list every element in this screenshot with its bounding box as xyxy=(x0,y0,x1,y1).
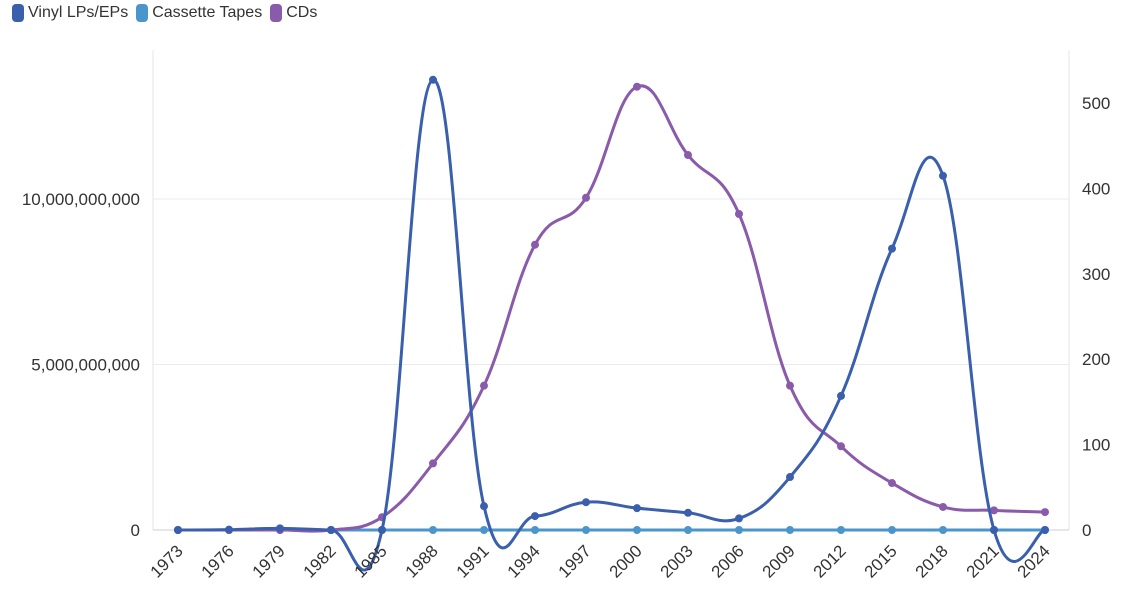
data-point-cds[interactable] xyxy=(939,502,947,511)
x-tick-label: 2024 xyxy=(1014,541,1054,581)
data-point-cassette-tapes[interactable] xyxy=(633,526,641,534)
data-point-cds[interactable] xyxy=(990,506,998,515)
data-point-cassette-tapes[interactable] xyxy=(531,526,539,534)
data-point-cds[interactable] xyxy=(480,381,488,390)
x-tick-label: 1973 xyxy=(147,541,187,581)
legend-item-cassette[interactable]: Cassette Tapes xyxy=(136,4,262,22)
y-right-tick-label: 500 xyxy=(1082,94,1110,113)
x-tick-label: 1991 xyxy=(453,541,493,581)
y-left-tick-label: 0 xyxy=(131,521,140,540)
x-tick-label: 1976 xyxy=(198,541,238,581)
data-point-vinyl-lps-eps[interactable] xyxy=(327,526,335,534)
data-point-vinyl-lps-eps[interactable] xyxy=(786,473,794,482)
legend-label-vinyl: Vinyl LPs/EPs xyxy=(28,4,129,21)
legend-label-cassette: Cassette Tapes xyxy=(152,4,263,21)
legend-label-cds: CDs xyxy=(286,4,318,21)
data-point-cassette-tapes[interactable] xyxy=(480,526,488,534)
x-tick-label: 2000 xyxy=(606,541,646,581)
chart-legend: Vinyl LPs/EPs Cassette Tapes CDs xyxy=(12,4,317,22)
y-right-tick-label: 100 xyxy=(1082,436,1110,455)
data-point-cassette-tapes[interactable] xyxy=(837,526,845,534)
data-point-vinyl-lps-eps[interactable] xyxy=(939,171,947,180)
x-tick-label: 2021 xyxy=(963,541,1003,581)
x-tick-label: 1997 xyxy=(555,541,595,581)
data-point-vinyl-lps-eps[interactable] xyxy=(888,244,896,253)
x-tick-label: 1988 xyxy=(402,541,442,581)
x-tick-label: 1982 xyxy=(300,541,340,581)
data-point-cds[interactable] xyxy=(786,381,794,390)
data-point-vinyl-lps-eps[interactable] xyxy=(480,502,488,511)
data-point-cds[interactable] xyxy=(1041,508,1049,517)
data-point-cassette-tapes[interactable] xyxy=(735,526,743,534)
series-layer xyxy=(174,75,1049,572)
data-point-cds[interactable] xyxy=(429,459,437,468)
data-point-vinyl-lps-eps[interactable] xyxy=(837,391,845,400)
x-tick-label: 1985 xyxy=(351,541,391,581)
x-tick-label: 2015 xyxy=(861,541,901,581)
data-point-cds[interactable] xyxy=(735,209,743,218)
legend-swatch-cassette xyxy=(136,4,149,22)
data-point-vinyl-lps-eps[interactable] xyxy=(429,75,437,84)
y-left-tick-label: 5,000,000,000 xyxy=(31,355,140,374)
data-point-vinyl-lps-eps[interactable] xyxy=(225,525,233,534)
x-tick-label: 1979 xyxy=(249,541,289,581)
data-point-cassette-tapes[interactable] xyxy=(939,526,947,534)
data-point-cds[interactable] xyxy=(684,151,692,160)
data-point-cassette-tapes[interactable] xyxy=(429,526,437,534)
legend-swatch-cds xyxy=(270,4,283,22)
y-right-tick-label: 0 xyxy=(1082,521,1091,540)
gridlines xyxy=(153,198,1069,365)
x-tick-label: 1994 xyxy=(504,541,544,581)
series-line-cds xyxy=(177,84,1046,533)
data-point-cassette-tapes[interactable] xyxy=(888,526,896,534)
x-tick-label: 2009 xyxy=(759,541,799,581)
data-point-cds[interactable] xyxy=(582,193,590,202)
x-tick-label: 2018 xyxy=(912,541,952,581)
x-tick-label: 2012 xyxy=(810,541,850,581)
data-point-vinyl-lps-eps[interactable] xyxy=(378,526,386,534)
data-point-cds[interactable] xyxy=(837,442,845,451)
data-point-cds[interactable] xyxy=(531,240,539,249)
data-point-vinyl-lps-eps[interactable] xyxy=(174,526,182,534)
data-point-cassette-tapes[interactable] xyxy=(786,526,794,534)
data-point-cassette-tapes[interactable] xyxy=(582,526,590,534)
data-point-vinyl-lps-eps[interactable] xyxy=(990,526,998,534)
y-right-tick-label: 400 xyxy=(1082,179,1110,198)
legend-item-vinyl[interactable]: Vinyl LPs/EPs xyxy=(12,4,128,22)
data-point-vinyl-lps-eps[interactable] xyxy=(684,508,692,517)
data-point-cds[interactable] xyxy=(633,82,641,91)
x-tick-label: 2006 xyxy=(708,541,748,581)
y-right-tick-label: 300 xyxy=(1082,265,1110,284)
data-point-vinyl-lps-eps[interactable] xyxy=(582,498,590,507)
y-right-tick-label: 200 xyxy=(1082,350,1110,369)
data-point-cassette-tapes[interactable] xyxy=(684,526,692,534)
data-point-cds[interactable] xyxy=(888,479,896,488)
axes xyxy=(152,50,1070,531)
legend-item-cds[interactable]: CDs xyxy=(270,4,317,22)
y-left-tick-label: 10,000,000,000 xyxy=(22,190,140,209)
x-tick-label: 2003 xyxy=(657,541,697,581)
data-point-vinyl-lps-eps[interactable] xyxy=(276,524,284,533)
data-point-vinyl-lps-eps[interactable] xyxy=(1041,526,1049,534)
legend-swatch-vinyl xyxy=(12,4,24,22)
data-point-vinyl-lps-eps[interactable] xyxy=(633,504,641,513)
data-point-vinyl-lps-eps[interactable] xyxy=(531,512,539,521)
data-point-vinyl-lps-eps[interactable] xyxy=(735,514,743,523)
